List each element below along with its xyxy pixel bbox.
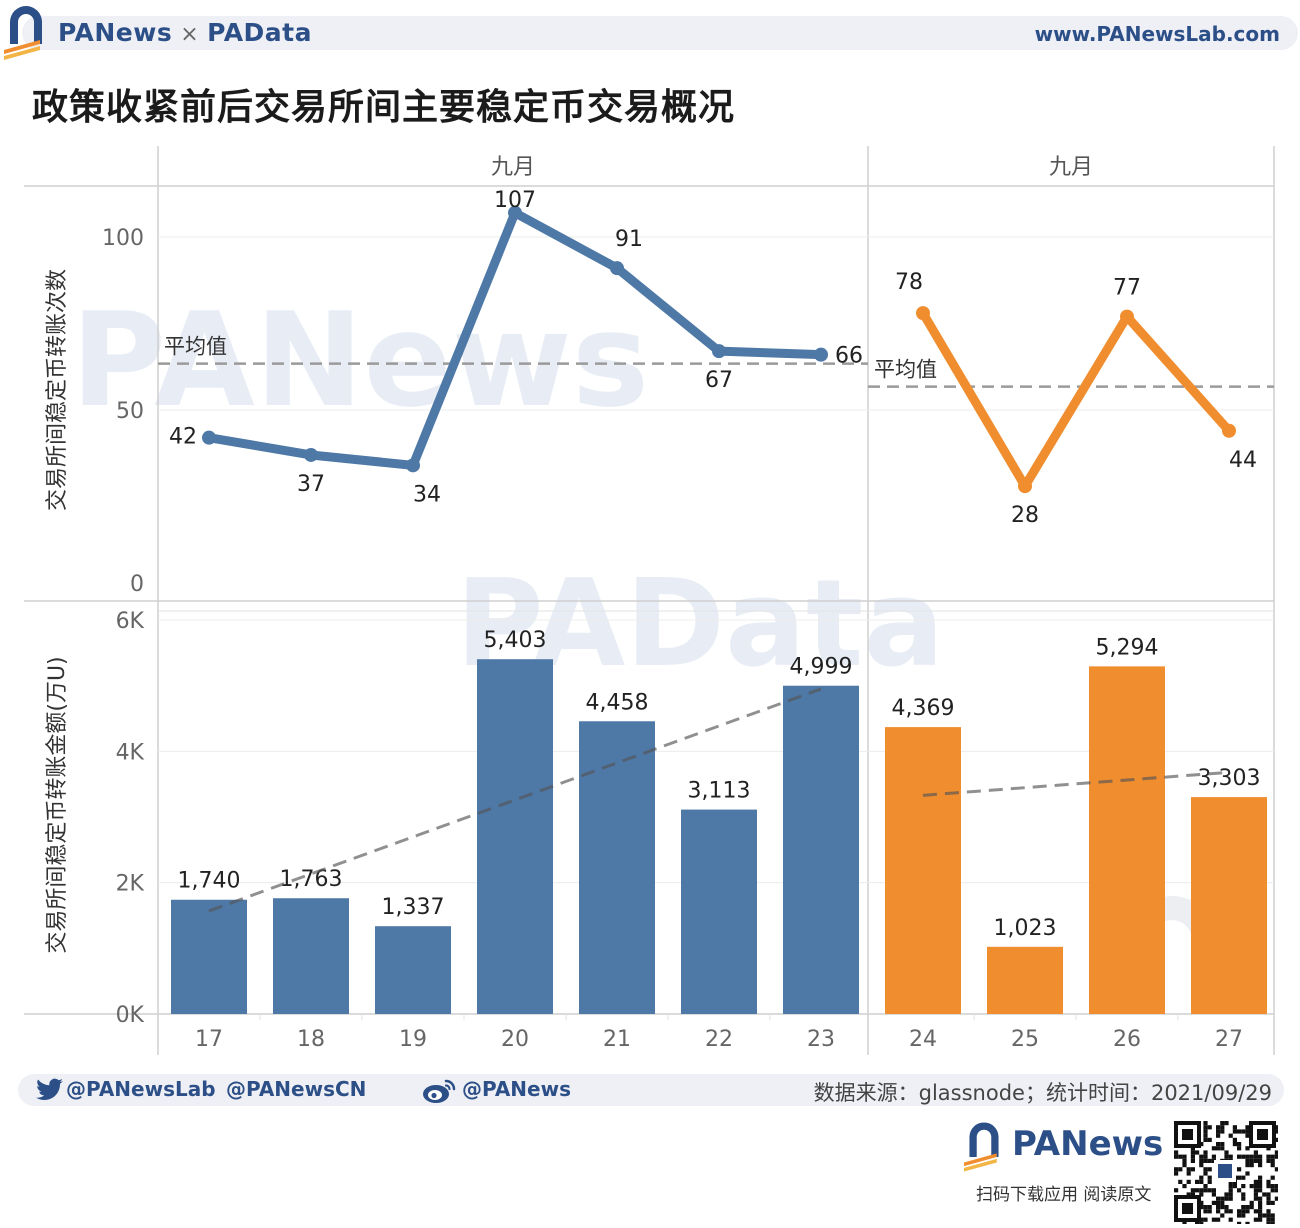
- bar: [987, 946, 1063, 1014]
- series-point: [814, 347, 828, 362]
- brand-title: PANews × PAData: [58, 18, 312, 47]
- bottom-y-tick-label: 2K: [116, 872, 145, 897]
- series-point: [712, 344, 726, 359]
- series-point: [508, 205, 522, 220]
- series-point: [304, 447, 318, 462]
- series-point: [1222, 423, 1236, 438]
- bar-value-label: 1,763: [280, 867, 343, 892]
- bar: [477, 659, 553, 1014]
- bar: [1191, 797, 1267, 1014]
- point-value-label: 44: [1229, 448, 1257, 473]
- average-label: 平均值: [874, 358, 937, 382]
- x-tick-label: 23: [807, 1027, 835, 1052]
- x-tick-label: 20: [501, 1027, 529, 1052]
- x-tick-label: 24: [909, 1027, 937, 1052]
- twitter-handle-2[interactable]: @PANewsCN: [226, 1077, 367, 1101]
- brand-separator: ×: [180, 22, 200, 47]
- average-label: 平均值: [164, 335, 227, 359]
- watermark-panews: PANews: [71, 284, 649, 436]
- bar-value-label: 4,458: [586, 690, 649, 715]
- bar-value-label: 4,369: [892, 696, 955, 721]
- bar: [375, 926, 451, 1014]
- bottom-y-tick-label: 4K: [116, 740, 145, 765]
- bottom-y-tick-label: 6K: [116, 609, 145, 634]
- panews-bottom-logo-icon: [964, 1122, 999, 1172]
- group-label-2: 九月: [1049, 155, 1093, 180]
- point-value-label: 66: [835, 344, 863, 369]
- weibo-handle[interactable]: @PANews: [462, 1077, 571, 1101]
- series-point: [610, 261, 624, 276]
- brand-left: PANews: [58, 18, 173, 47]
- series-line: [918, 308, 1234, 491]
- page-title: 政策收紧前后交易所间主要稳定币交易概况: [32, 87, 736, 128]
- top-y-axis-title: 交易所间稳定币转账次数: [45, 269, 70, 511]
- brand-right: PAData: [207, 18, 312, 47]
- series-point: [1018, 479, 1032, 494]
- bar-value-label: 5,403: [484, 628, 547, 653]
- site-url[interactable]: www.PANewsLab.com: [1034, 22, 1280, 46]
- bar: [885, 727, 961, 1014]
- bar-value-label: 3,303: [1198, 766, 1261, 791]
- bottom-brand: PANews: [1012, 1124, 1164, 1164]
- x-tick-label: 27: [1215, 1027, 1243, 1052]
- bar-value-label: 5,294: [1096, 635, 1159, 660]
- data-source-note: 数据来源：glassnode；统计时间：2021/09/29: [813, 1081, 1272, 1105]
- footer-bar: [18, 1074, 1284, 1106]
- bar-value-label: 3,113: [688, 779, 751, 804]
- bar: [171, 899, 247, 1014]
- top-y-tick-label: 0: [130, 572, 144, 597]
- bar: [681, 809, 757, 1014]
- point-value-label: 91: [615, 227, 643, 252]
- point-value-label: 77: [1113, 276, 1141, 301]
- top-y-tick-label: 50: [116, 399, 144, 424]
- point-value-label: 37: [297, 472, 325, 497]
- point-value-label: 42: [169, 425, 197, 450]
- x-tick-label: 21: [603, 1027, 631, 1052]
- weibo-icon: [423, 1079, 456, 1103]
- bar-value-label: 1,740: [178, 869, 241, 894]
- bar-value-label: 4,999: [790, 655, 853, 680]
- bar: [783, 685, 859, 1014]
- x-tick-label: 26: [1113, 1027, 1141, 1052]
- bottom-y-axis-title: 交易所间稳定币转账金额(万U): [45, 656, 70, 953]
- group-label-1: 九月: [491, 155, 535, 180]
- series-point: [916, 306, 930, 321]
- bottom-y-tick-label: 0K: [116, 1003, 145, 1028]
- point-value-label: 67: [705, 368, 733, 393]
- bar: [273, 898, 349, 1014]
- point-value-label: 28: [1011, 503, 1039, 528]
- x-tick-label: 19: [399, 1027, 427, 1052]
- point-value-label: 78: [895, 270, 923, 295]
- header-bar: [22, 16, 1298, 50]
- panews-arch-logo-icon: [4, 6, 42, 60]
- app-download-note: 扫码下载应用 阅读原文: [976, 1185, 1152, 1205]
- twitter-bird-icon: [36, 1078, 63, 1101]
- series-point: [1120, 309, 1134, 324]
- top-y-tick-label: 100: [102, 226, 144, 251]
- series-point: [202, 430, 216, 445]
- bar-value-label: 1,337: [382, 895, 445, 920]
- bar: [579, 721, 655, 1014]
- trend-line: [922, 770, 1230, 797]
- bar-value-label: 1,023: [994, 916, 1057, 941]
- point-value-label: 107: [494, 188, 536, 213]
- series-point: [406, 458, 420, 473]
- x-tick-label: 18: [297, 1027, 325, 1052]
- point-value-label: 34: [413, 482, 441, 507]
- x-tick-label: 17: [195, 1027, 223, 1052]
- qr-code-icon[interactable]: [1172, 1120, 1278, 1224]
- x-tick-label: 25: [1011, 1027, 1039, 1052]
- twitter-handle-1[interactable]: @PANewsLab: [66, 1077, 216, 1101]
- bar: [1089, 666, 1165, 1014]
- x-tick-label: 22: [705, 1027, 733, 1052]
